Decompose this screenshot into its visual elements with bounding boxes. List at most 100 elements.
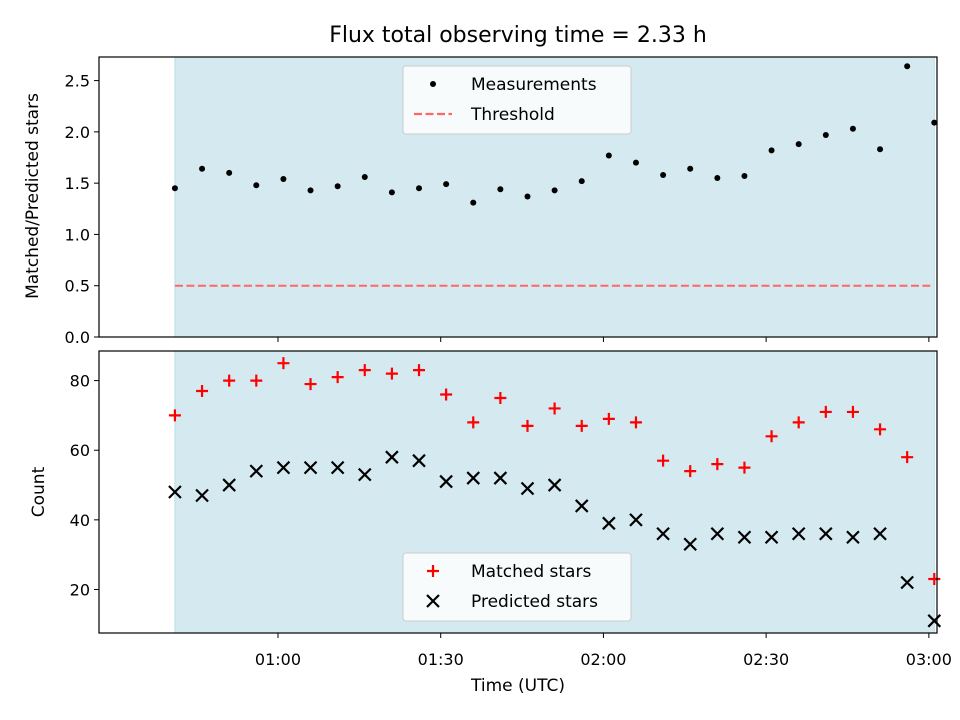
count-panel: 20 40 60 80 01:00 01:30 02:00 02:30 03:00 Matched… [70,350,952,669]
data-point-matched [738,461,751,474]
legend-box [402,65,632,135]
data-point-measurement [361,174,368,180]
legend: Measurements Threshold [402,65,632,135]
data-point-matched [413,364,426,377]
data-point-predicted [168,485,182,499]
data-point-matched [358,364,371,377]
data-point-predicted [927,614,942,628]
data-point-measurement [280,176,287,183]
data-point-measurement [551,187,558,194]
y-tick-label: 80 [70,372,90,391]
data-point-predicted [249,464,264,478]
data-point-predicted [900,575,914,590]
data-point-matched [304,378,317,391]
y-tick-label: 0.0 [65,328,90,347]
data-point-matched [440,388,453,401]
data-point-predicted [493,471,508,485]
data-point-measurement [877,146,884,153]
data-point-predicted [710,527,725,541]
axes-frame [98,350,938,634]
data-point-measurement [388,189,395,196]
data-point-measurement [660,171,667,178]
chart-title: Flux total observing time = 2.33 h [329,23,707,48]
data-point-measurement [578,178,585,185]
data-point-matched [385,367,398,380]
data-point-matched [277,357,290,370]
data-point-measurement [714,175,721,182]
data-point-predicted [412,453,426,468]
x-tick-label: 02:00 [580,650,626,669]
y-tick-label: 20 [70,580,90,599]
data-point-measurement [605,152,612,159]
data-point-measurement [849,125,856,132]
x-tick-label: 03:00 [906,650,952,669]
data-point-predicted [547,478,562,492]
data-point-predicted [819,527,833,541]
data-point-matched [331,371,344,384]
axes-frame [98,56,938,338]
data-point-predicted [737,530,752,545]
x-tick-label: 01:00 [255,650,301,669]
x-tick-label: 02:30 [743,650,789,669]
ratio-panel-ylabel: Matched/Predicted stars [23,93,43,299]
data-point-predicted [357,467,372,482]
data-point-measurement [307,187,314,194]
data-point-predicted [439,474,453,489]
data-point-predicted [683,537,697,551]
legend-label: Measurements [471,75,597,95]
data-point-predicted [791,527,806,541]
data-point-predicted [602,516,616,531]
data-point-matched [901,451,914,464]
data-point-predicted [629,513,643,527]
data-point-matched [250,374,263,387]
data-point-measurement [768,147,775,154]
legend-marker [430,81,436,87]
data-point-predicted [846,530,860,545]
data-point-predicted [222,478,236,492]
legend-marker [426,594,440,608]
data-point-measurement [171,185,178,192]
data-point-matched [629,416,642,429]
data-point-matched [575,419,588,432]
x-axis-label: Time (UTC) [470,676,565,696]
data-point-predicted [466,471,481,485]
legend-label: Threshold [470,105,555,125]
legend-marker [427,565,439,577]
data-point-matched [602,412,615,425]
data-point-measurement [199,165,206,172]
data-point-matched [874,423,887,436]
data-point-measurement [226,169,233,176]
legend-label: Matched stars [471,562,591,582]
data-point-measurement [795,141,802,148]
data-point-matched [521,419,534,432]
y-tick-label: 2.5 [65,72,90,91]
data-point-measurement [497,186,504,193]
data-point-measurement [931,119,938,126]
data-point-matched [928,573,941,586]
data-point-measurement [632,159,639,166]
data-point-measurement [334,183,341,190]
data-point-predicted [330,460,345,475]
y-tick-label: 60 [70,441,90,460]
y-tick-label: 1.5 [65,174,90,193]
data-point-measurement [443,181,450,188]
data-point-matched [846,405,859,418]
data-point-measurement [822,131,829,138]
data-point-predicted [873,527,887,541]
count-panel-ylabel: Count [29,466,49,517]
data-point-measurement [741,172,748,179]
data-point-matched [765,430,778,443]
data-point-predicted [656,527,670,541]
data-point-measurement [470,199,477,206]
legend-label: Predicted stars [471,592,598,612]
data-point-predicted [385,450,399,464]
data-point-matched [168,409,181,422]
data-point-matched [657,454,670,467]
y-tick-label: 2.0 [65,123,90,142]
data-point-matched [196,385,209,398]
data-point-matched [223,374,236,387]
y-tick-label: 1.0 [65,225,90,244]
data-point-matched [819,405,832,418]
data-point-predicted [276,460,291,475]
